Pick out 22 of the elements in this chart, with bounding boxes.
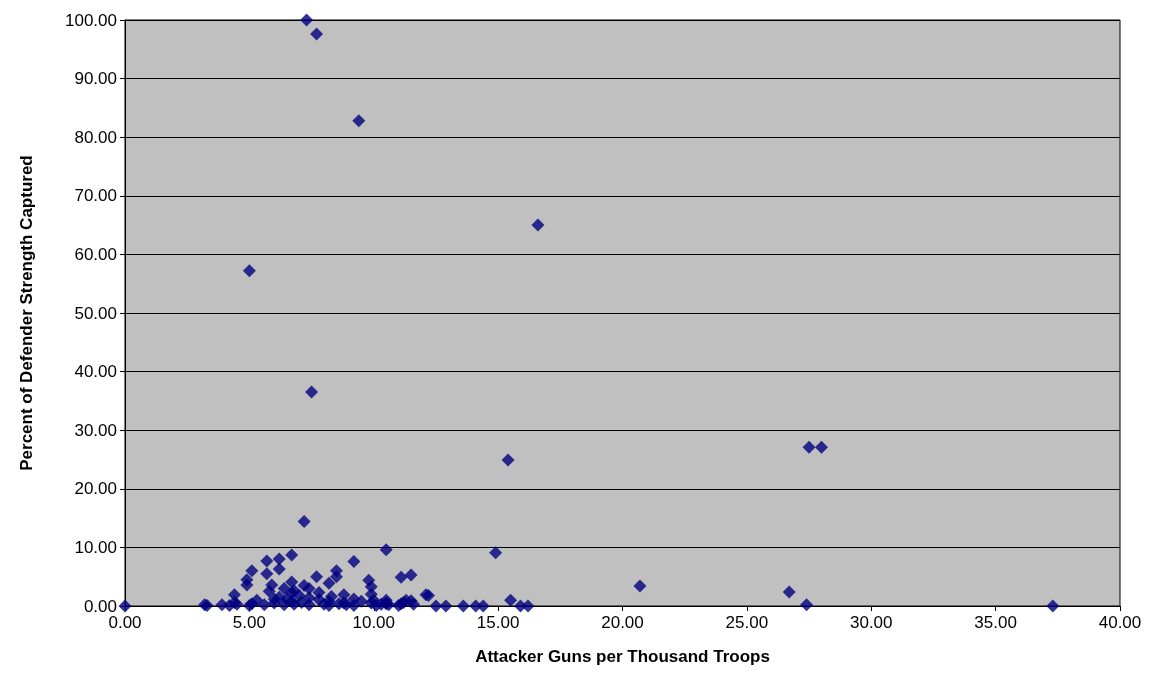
y-axis-title: Percent of Defender Strength Captured	[17, 155, 36, 471]
x-tick-label: 0.00	[108, 613, 142, 632]
x-tick-label: 25.00	[725, 613, 769, 632]
x-tick-label: 5.00	[232, 613, 266, 632]
y-tick-label: 0.00	[83, 596, 117, 616]
x-tick-label: 10.00	[352, 613, 396, 632]
y-tick-label: 80.00	[74, 127, 117, 147]
x-tick-label: 35.00	[974, 613, 1017, 632]
y-tick-label: 70.00	[74, 186, 117, 206]
x-tick-label: 30.00	[849, 613, 893, 632]
y-tick-label: 50.00	[74, 303, 117, 323]
x-tick-label: 15.00	[476, 613, 520, 632]
x-axis-title: Attacker Guns per Thousand Troops	[475, 647, 770, 666]
y-tick-label: 100.00	[65, 10, 117, 30]
x-tick-label: 40.00	[1098, 613, 1142, 632]
y-tick-label: 30.00	[74, 420, 117, 440]
y-tick-label: 10.00	[74, 537, 117, 557]
y-tick-label: 60.00	[74, 244, 117, 264]
y-tick-label: 20.00	[74, 479, 117, 499]
x-tick-label: 20.00	[601, 613, 644, 632]
y-tick-label: 40.00	[74, 362, 117, 382]
y-tick-label: 90.00	[74, 69, 117, 89]
